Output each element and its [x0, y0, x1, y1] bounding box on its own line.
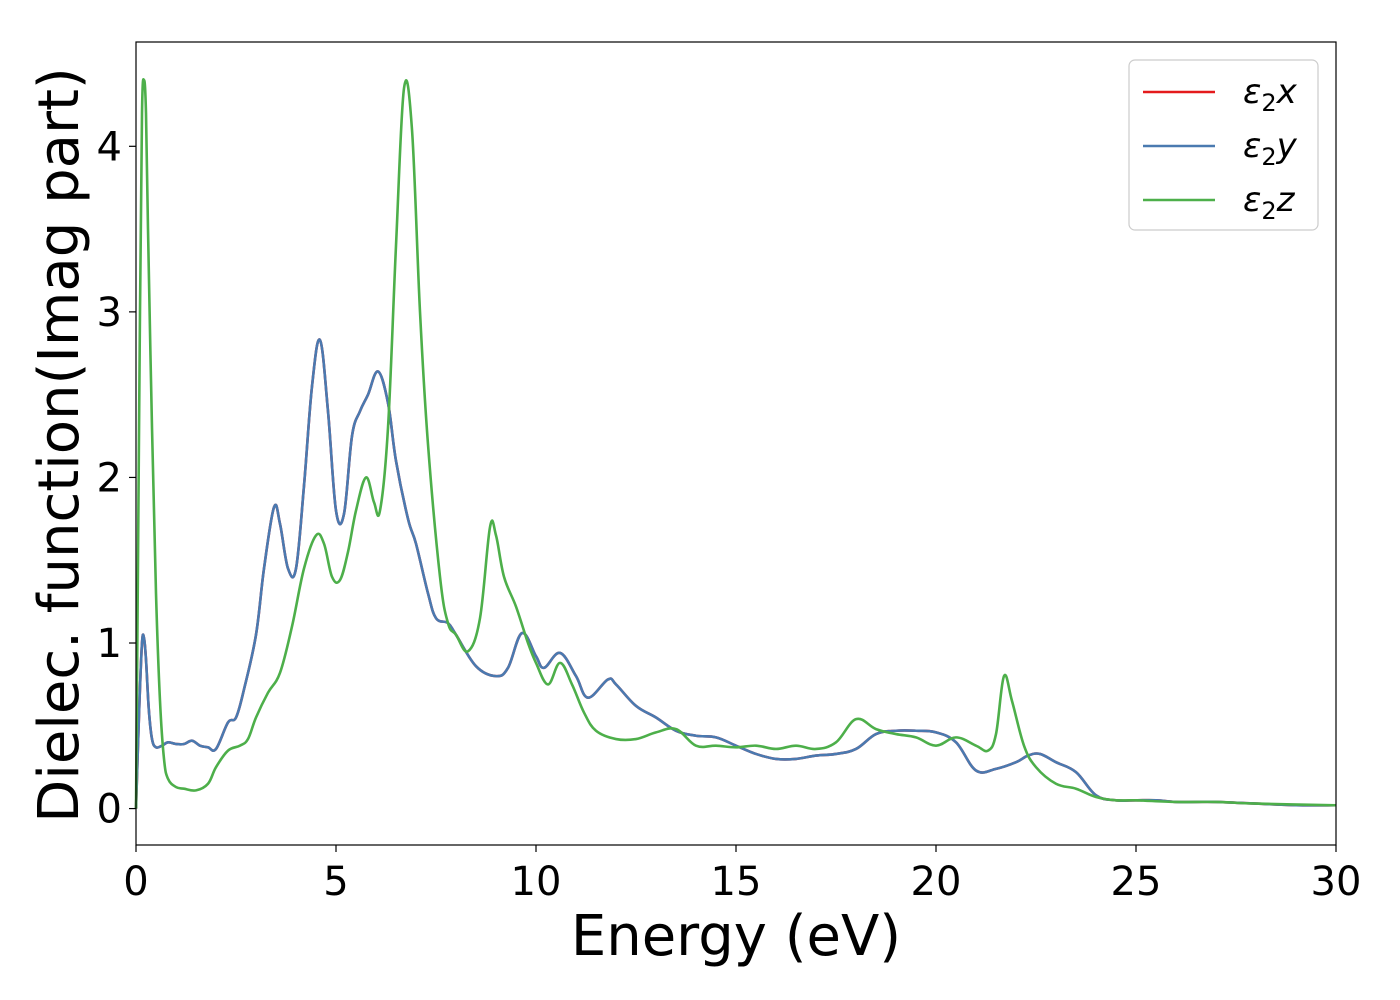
y-tick-label-4: 4	[97, 124, 122, 170]
x-tick-label-0: 0	[123, 859, 148, 905]
x-axis-title: Energy (eV)	[571, 904, 901, 969]
y-tick-label-1: 1	[97, 621, 122, 667]
x-tick-label-15: 15	[711, 859, 762, 905]
x-axis-ticks: 0 5 10 15 20 25 30	[123, 845, 1361, 905]
y-axis-ticks: 0 1 2 3 4	[97, 124, 136, 833]
y-axis-title: Dielec. function(Imag part)	[27, 67, 92, 823]
series-line-z	[134, 78, 1337, 809]
series-line-y	[134, 338, 1337, 809]
y-tick-label-2: 2	[97, 455, 122, 501]
legend-items: ε2x ε2y ε2z	[1143, 72, 1298, 225]
legend-label-y: ε2y	[1243, 126, 1298, 171]
y-tick-label-0: 0	[97, 787, 122, 833]
legend-label-z: ε2z	[1243, 180, 1296, 225]
x-tick-label-5: 5	[323, 859, 348, 905]
legend-label-x: ε2x	[1243, 72, 1298, 117]
x-tick-label-25: 25	[1111, 859, 1162, 905]
series-layer	[134, 78, 1337, 809]
x-tick-label-20: 20	[911, 859, 962, 905]
x-tick-label-30: 30	[1311, 859, 1362, 905]
legend-box	[1128, 59, 1319, 231]
x-tick-label-10: 10	[511, 859, 562, 905]
legend: ε2x ε2y ε2z	[1128, 59, 1319, 231]
y-tick-label-3: 3	[97, 290, 122, 336]
